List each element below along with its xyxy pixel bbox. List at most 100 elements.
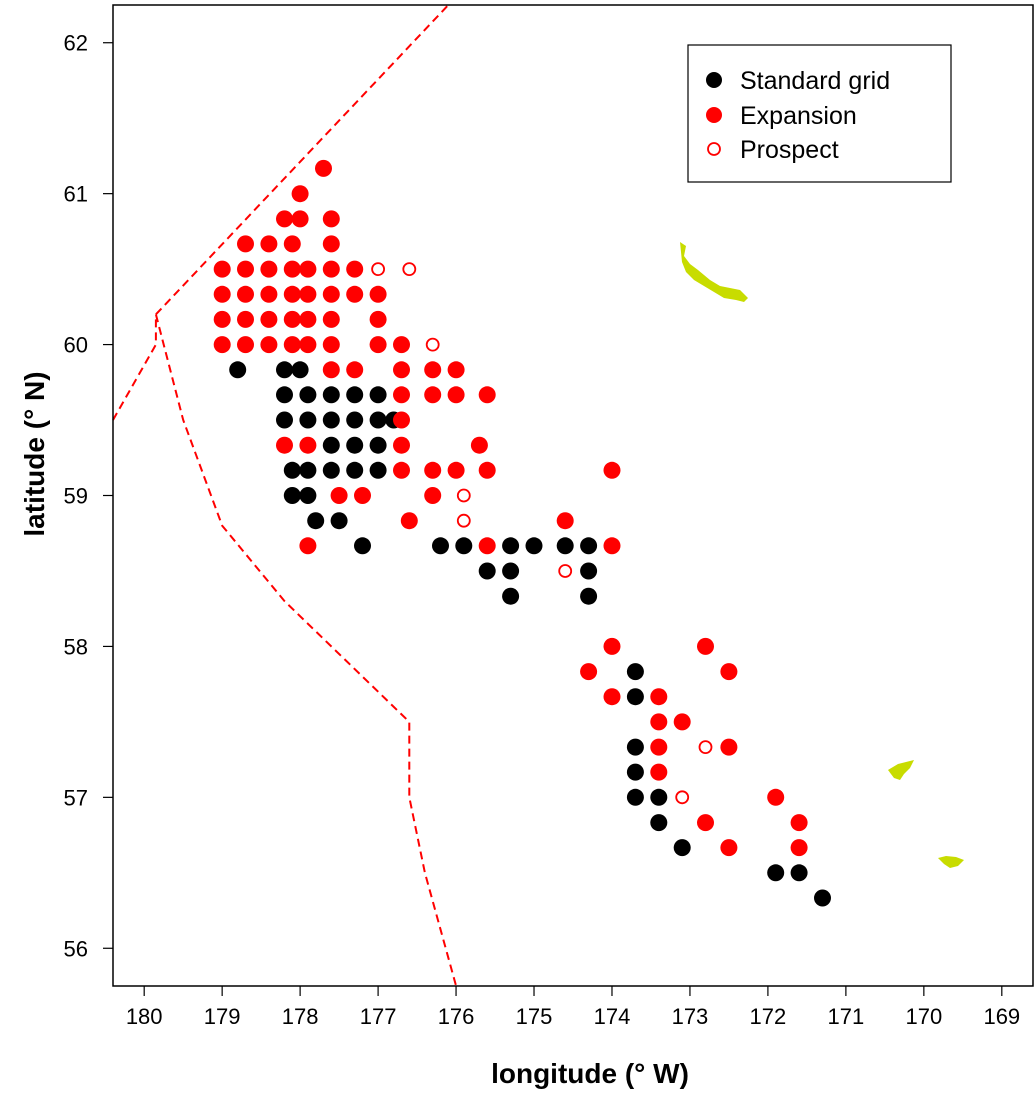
data-point-standard <box>354 537 371 555</box>
data-point-prospect <box>402 262 417 277</box>
data-point-expansion <box>237 235 254 253</box>
data-point-expansion <box>283 235 301 253</box>
data-point-standard <box>299 386 317 404</box>
data-point-standard <box>626 763 644 781</box>
data-point-expansion <box>790 839 808 857</box>
x-tick-label: 179 <box>204 1004 241 1029</box>
data-point-prospect <box>456 488 471 503</box>
data-point-expansion <box>470 436 488 454</box>
data-point-standard <box>626 663 644 681</box>
x-tick-label: 176 <box>438 1004 475 1029</box>
data-point-expansion <box>650 763 668 781</box>
x-tick-label: 180 <box>126 1004 163 1029</box>
y-tick-label: 56 <box>64 936 88 961</box>
data-point-standard <box>322 411 340 429</box>
data-point-expansion <box>478 461 496 479</box>
data-point-expansion <box>603 461 621 479</box>
y-axis: 56 57 58 59 60 61 62 <box>64 31 113 961</box>
data-point-standard <box>790 864 808 882</box>
x-tick-label: 171 <box>828 1004 865 1029</box>
data-point-expansion <box>697 637 714 655</box>
data-point-expansion <box>393 411 410 429</box>
data-point-standard <box>307 512 325 530</box>
data-point-standard <box>626 738 644 756</box>
data-point-standard <box>650 814 668 832</box>
data-point-expansion <box>393 461 410 479</box>
data-point-expansion <box>283 336 301 354</box>
data-point-expansion <box>322 210 340 228</box>
data-point-expansion <box>790 814 808 832</box>
data-point-standard <box>580 562 598 580</box>
data-point-expansion <box>283 310 301 328</box>
data-point-expansion <box>213 285 231 303</box>
data-point-expansion <box>720 663 738 681</box>
data-point-expansion <box>213 310 231 328</box>
boundary-line-1 <box>112 4 450 421</box>
data-point-expansion <box>603 688 621 706</box>
legend-box <box>687 44 952 183</box>
data-point-expansion <box>478 386 496 404</box>
data-point-expansion <box>393 436 410 454</box>
data-point-expansion <box>260 235 278 253</box>
data-point-expansion <box>767 788 785 806</box>
data-point-expansion <box>369 336 387 354</box>
land-island-2 <box>888 760 914 780</box>
data-point-standard <box>322 461 340 479</box>
data-point-standard <box>525 537 543 555</box>
x-axis: 180 179 178 177 176 175 174 173 172 171 170 169 <box>126 986 1020 1029</box>
data-point-prospect <box>675 790 690 805</box>
x-tick-label: 175 <box>516 1004 553 1029</box>
data-point-standard <box>767 864 785 882</box>
data-point-expansion <box>260 310 278 328</box>
data-point-expansion <box>213 260 231 278</box>
data-point-standard <box>556 537 574 555</box>
data-point-expansion <box>580 663 598 681</box>
data-point-expansion <box>424 487 442 504</box>
legend: Standard grid Expansion Prospect <box>687 44 952 183</box>
data-point-expansion <box>260 285 278 303</box>
legend-marker-standard <box>706 72 722 88</box>
data-point-standard <box>626 688 644 706</box>
data-point-expansion <box>369 310 387 328</box>
data-point-expansion <box>260 336 278 354</box>
data-point-standard <box>650 788 668 806</box>
x-axis-title: longitude (° W) <box>491 1058 689 1089</box>
data-point-expansion <box>283 260 301 278</box>
data-point-expansion <box>354 487 371 504</box>
data-point-expansion <box>720 738 738 756</box>
data-point-standard <box>299 461 317 479</box>
data-point-expansion <box>400 512 418 530</box>
data-point-standard <box>455 537 473 555</box>
data-point-expansion <box>237 260 254 278</box>
data-point-expansion <box>424 461 442 479</box>
data-point-standard <box>229 361 247 379</box>
data-point-standard <box>283 487 301 504</box>
data-point-expansion <box>603 637 621 655</box>
data-point-standard <box>502 587 520 605</box>
data-point-expansion <box>213 336 231 354</box>
data-point-standard <box>283 461 301 479</box>
data-point-expansion <box>322 285 340 303</box>
y-tick-label: 61 <box>64 182 88 207</box>
data-point-expansion <box>447 386 465 404</box>
data-point-expansion <box>673 713 691 731</box>
data-point-expansion <box>283 285 301 303</box>
data-point-expansion <box>322 235 340 253</box>
data-point-expansion <box>393 386 410 404</box>
data-point-expansion <box>330 487 348 504</box>
data-point-expansion <box>346 361 364 379</box>
data-point-expansion <box>299 436 317 454</box>
series-expansion <box>213 159 808 857</box>
data-point-expansion <box>299 537 317 555</box>
data-point-prospect <box>456 513 471 528</box>
data-point-expansion <box>720 839 738 857</box>
data-point-standard <box>432 537 449 555</box>
legend-marker-expansion <box>706 107 722 123</box>
data-point-expansion <box>299 260 317 278</box>
data-point-expansion <box>299 336 317 354</box>
data-point-standard <box>276 361 293 379</box>
data-point-expansion <box>393 336 410 354</box>
data-point-prospect <box>698 740 713 754</box>
data-point-standard <box>276 411 293 429</box>
